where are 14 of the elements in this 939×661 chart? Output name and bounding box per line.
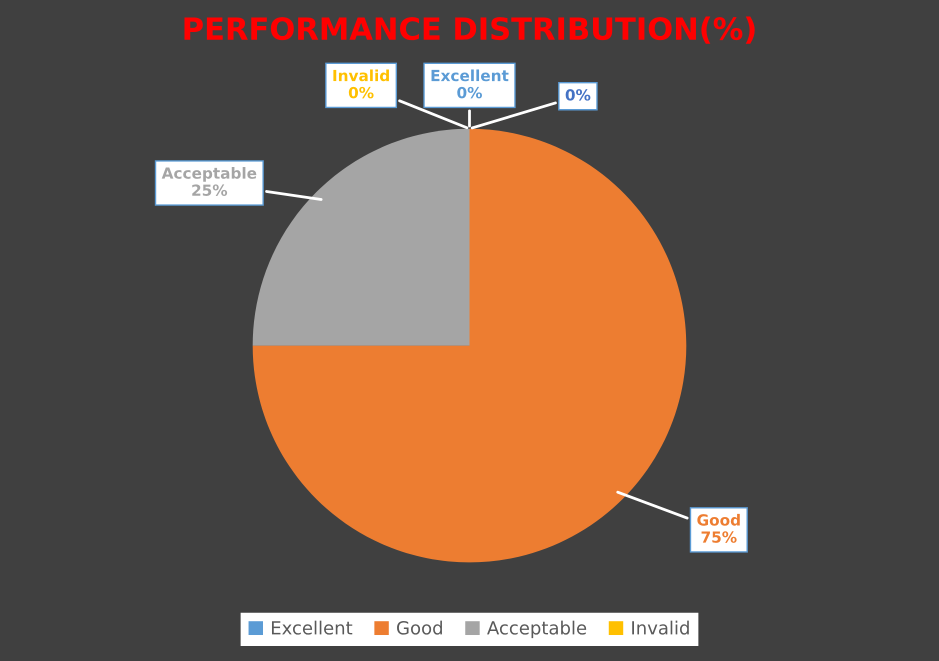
slice-label: Acceptable <box>162 167 256 182</box>
legend-label: Good <box>397 620 442 635</box>
text: 0% <box>566 89 590 101</box>
slice-label: Good <box>697 514 740 526</box>
data-label: 25% <box>192 184 228 196</box>
category-label: Invalid <box>333 69 389 82</box>
category-label: Excellent <box>432 69 509 82</box>
text: 0% <box>348 86 374 98</box>
chart-title: PERFORMANCE DISTRIBUTION(%) <box>184 16 755 44</box>
data-label: 75% <box>702 531 737 543</box>
legend-label: Invalid <box>632 620 689 635</box>
legend-label: Excellent <box>272 620 352 635</box>
legend-label: Acceptable <box>487 620 586 638</box>
text: 0% <box>457 86 482 98</box>
